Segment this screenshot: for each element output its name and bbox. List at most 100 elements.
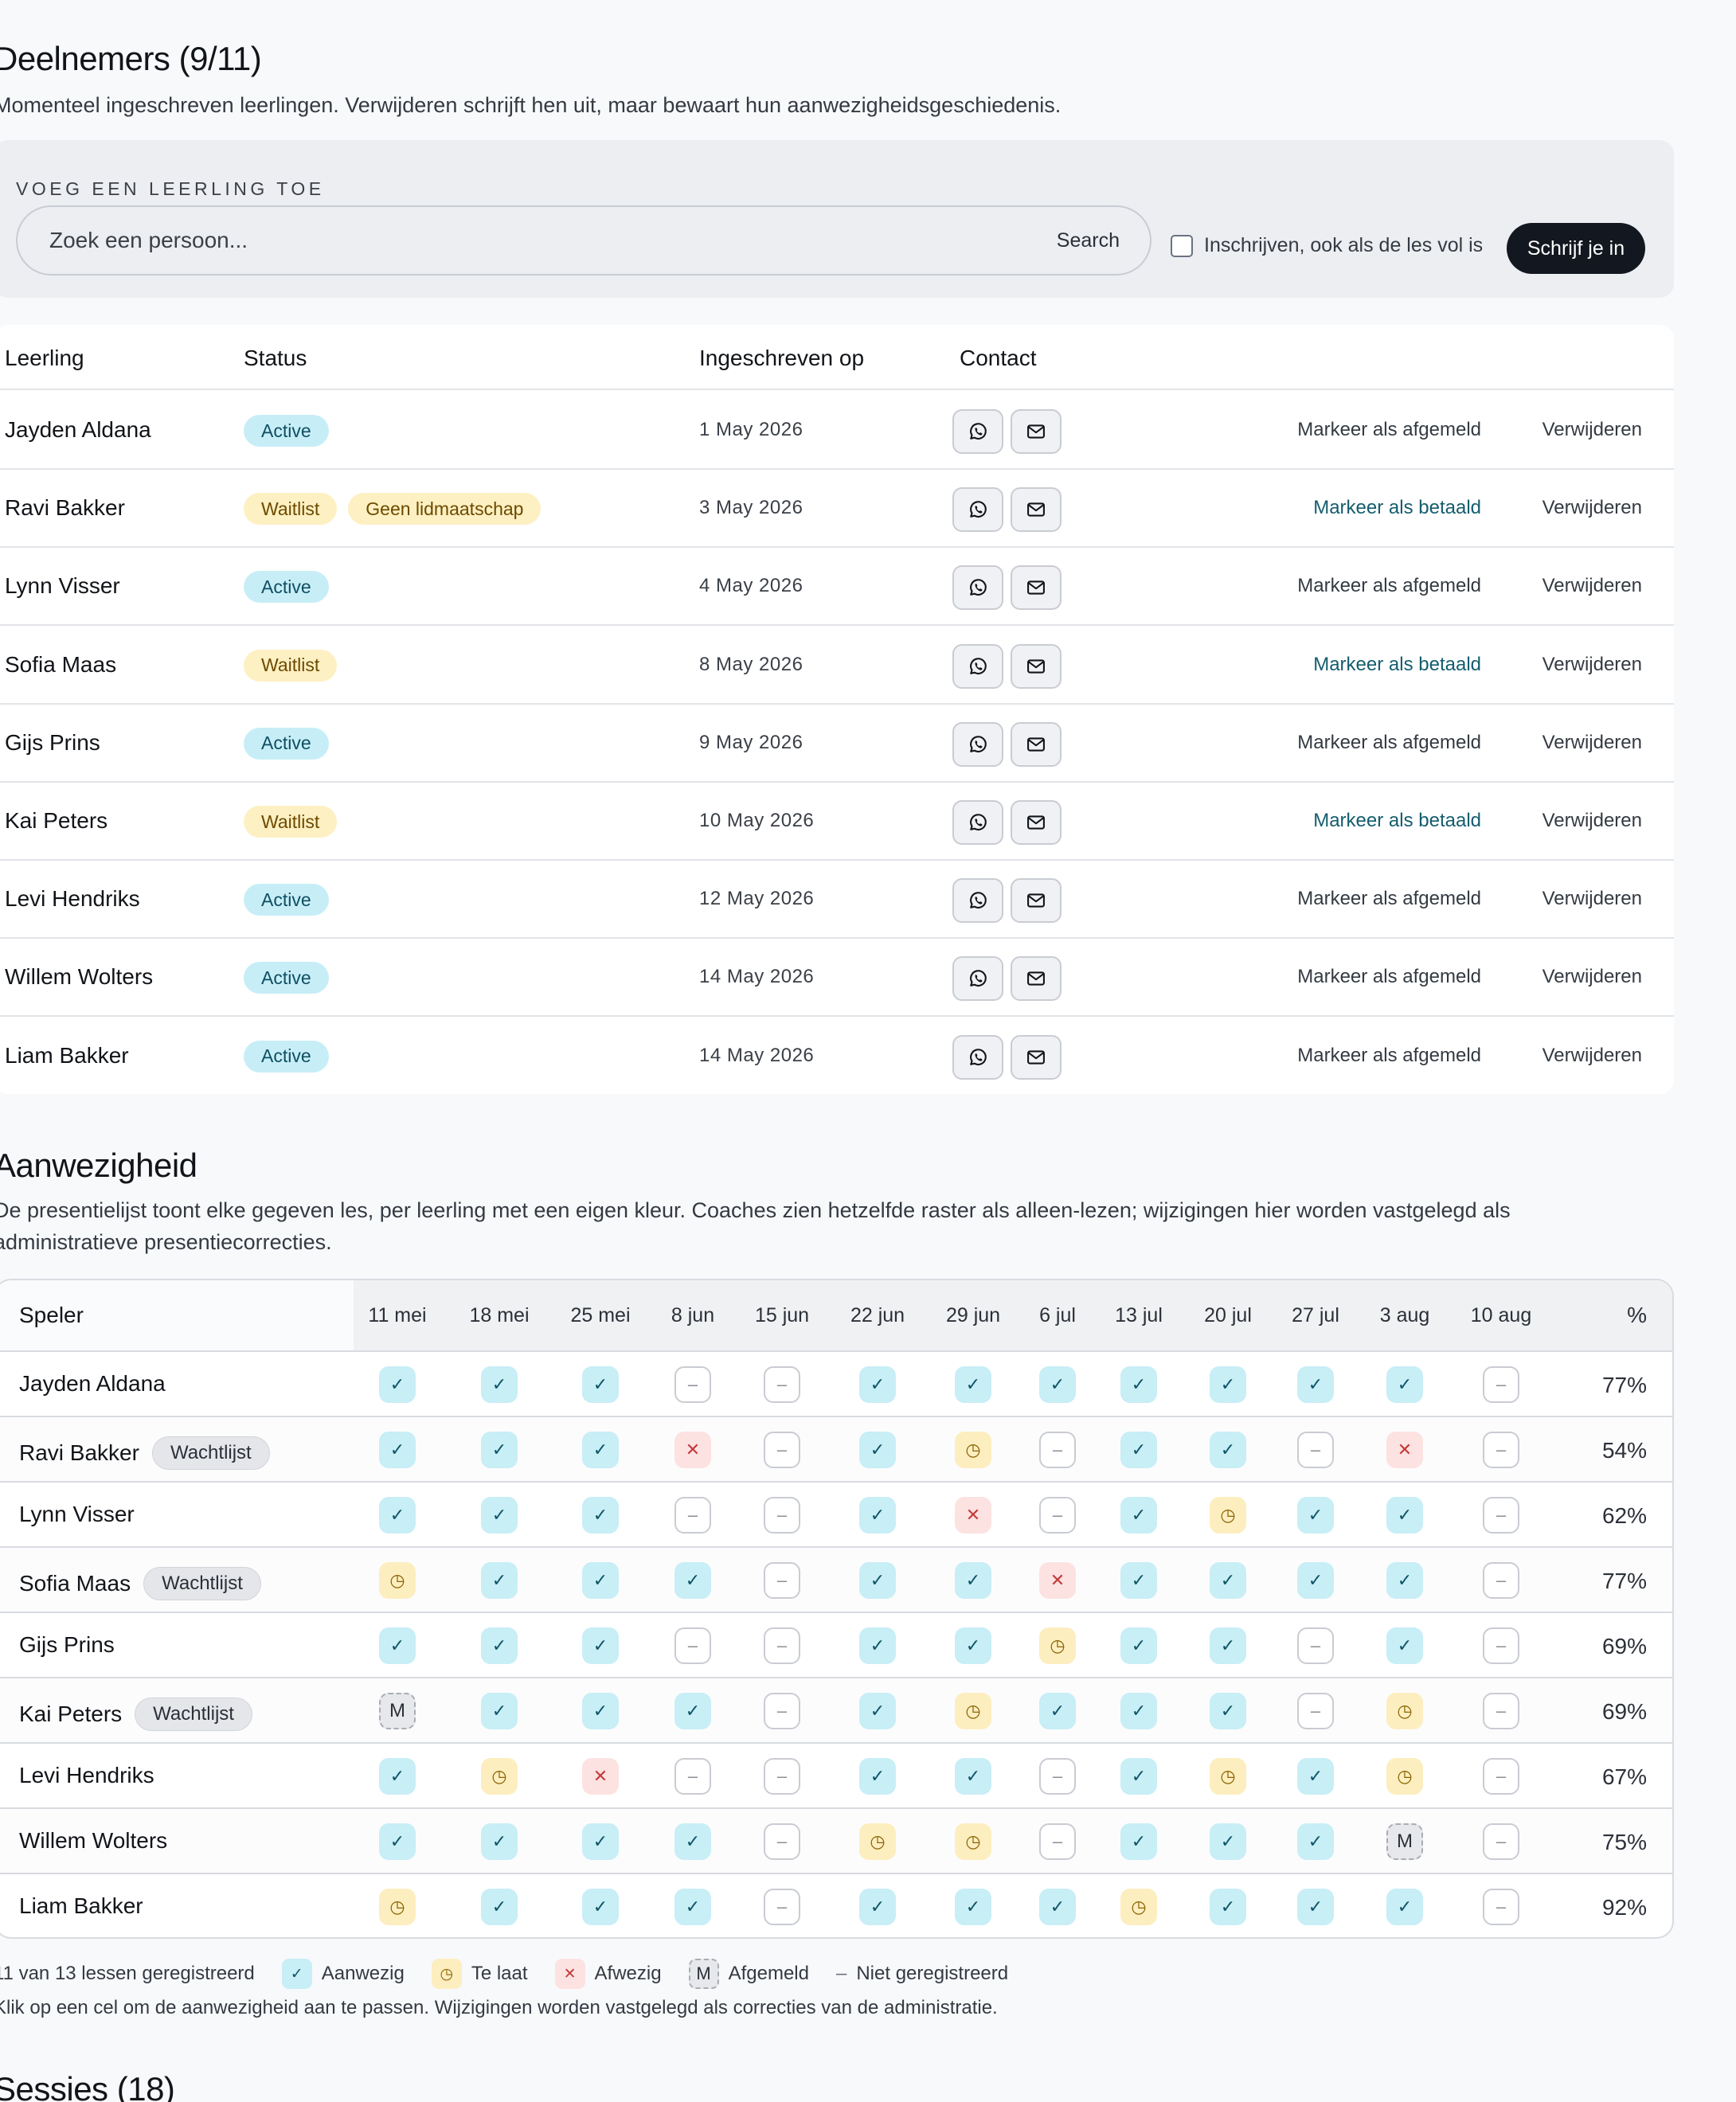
overfill-option[interactable]: Inschrijven, ook als de les vol is	[1171, 234, 1483, 257]
attendance-cell[interactable]: ✓	[1297, 1889, 1334, 1925]
attendance-cell[interactable]: –	[1297, 1432, 1334, 1468]
attendance-cell[interactable]: M	[1386, 1823, 1423, 1860]
attendance-cell[interactable]: –	[1483, 1366, 1519, 1403]
attendance-cell[interactable]: ✓	[859, 1562, 896, 1599]
mark-paid-button[interactable]: Markeer als betaald	[1313, 653, 1481, 675]
attendance-cell[interactable]: ✓	[674, 1889, 711, 1925]
attendance-cell[interactable]: ✓	[481, 1366, 518, 1403]
attendance-cell[interactable]: ✓	[1039, 1366, 1076, 1403]
remove-button[interactable]: Verwijderen	[1542, 810, 1642, 831]
attendance-cell[interactable]: ◷	[1120, 1889, 1157, 1925]
attendance-cell[interactable]: ✓	[1120, 1823, 1157, 1860]
attendance-cell[interactable]: –	[764, 1823, 800, 1860]
attendance-cell[interactable]: ✓	[1210, 1627, 1246, 1664]
attendance-cell[interactable]: –	[1039, 1823, 1076, 1860]
attendance-cell[interactable]: ◷	[955, 1823, 991, 1860]
attendance-cell[interactable]: –	[764, 1627, 800, 1664]
email-button[interactable]	[1011, 487, 1062, 533]
attendance-cell[interactable]: –	[764, 1693, 800, 1729]
attendance-cell[interactable]: ✓	[1120, 1758, 1157, 1795]
mark-cancelled-button[interactable]: Markeer als afgemeld	[1297, 1044, 1481, 1066]
attendance-cell[interactable]: ✓	[674, 1693, 711, 1729]
attendance-cell[interactable]: –	[1483, 1758, 1519, 1795]
attendance-cell[interactable]: ✓	[1039, 1889, 1076, 1925]
attendance-cell[interactable]: –	[764, 1497, 800, 1534]
attendance-cell[interactable]: ✓	[1386, 1562, 1423, 1599]
attendance-cell[interactable]: ◷	[955, 1432, 991, 1468]
attendance-cell[interactable]: ✓	[481, 1627, 518, 1664]
attendance-cell[interactable]: ✓	[859, 1432, 896, 1468]
attendance-cell[interactable]: –	[1483, 1823, 1519, 1860]
overfill-checkbox[interactable]	[1171, 234, 1193, 257]
enroll-button[interactable]: Schrijf je in	[1507, 223, 1645, 274]
attendance-cell[interactable]: ✕	[1039, 1562, 1076, 1599]
mark-paid-button[interactable]: Markeer als betaald	[1313, 497, 1481, 519]
attendance-cell[interactable]: ✓	[1297, 1758, 1334, 1795]
attendance-cell[interactable]: ✓	[379, 1366, 416, 1403]
attendance-cell[interactable]: ◷	[1210, 1497, 1246, 1534]
attendance-cell[interactable]: ✓	[955, 1562, 991, 1599]
attendance-cell[interactable]: ✓	[481, 1562, 518, 1599]
attendance-cell[interactable]: ✓	[859, 1497, 896, 1534]
remove-button[interactable]: Verwijderen	[1542, 888, 1642, 910]
attendance-cell[interactable]: ✓	[1386, 1627, 1423, 1664]
attendance-cell[interactable]: ✓	[1120, 1693, 1157, 1729]
remove-button[interactable]: Verwijderen	[1542, 1044, 1642, 1066]
email-button[interactable]	[1011, 565, 1062, 611]
attendance-cell[interactable]: ✓	[674, 1823, 711, 1860]
attendance-cell[interactable]: –	[674, 1366, 711, 1403]
attendance-cell[interactable]: ◷	[1039, 1627, 1076, 1664]
attendance-cell[interactable]: ✓	[1210, 1889, 1246, 1925]
attendance-cell[interactable]: ✓	[481, 1693, 518, 1729]
attendance-cell[interactable]: ✓	[1297, 1366, 1334, 1403]
mark-cancelled-button[interactable]: Markeer als afgemeld	[1297, 888, 1481, 910]
email-button[interactable]	[1011, 1034, 1062, 1080]
attendance-cell[interactable]: –	[764, 1432, 800, 1468]
attendance-cell[interactable]: ◷	[1386, 1758, 1423, 1795]
whatsapp-button[interactable]	[952, 800, 1003, 845]
attendance-cell[interactable]: –	[1039, 1758, 1076, 1795]
attendance-cell[interactable]: ✓	[955, 1627, 991, 1664]
attendance-cell[interactable]: ✓	[481, 1889, 518, 1925]
attendance-cell[interactable]: –	[1483, 1497, 1519, 1534]
attendance-cell[interactable]: ✓	[582, 1562, 619, 1599]
attendance-cell[interactable]: –	[764, 1889, 800, 1925]
attendance-cell[interactable]: ✓	[1120, 1366, 1157, 1403]
mark-cancelled-button[interactable]: Markeer als afgemeld	[1297, 966, 1481, 988]
remove-button[interactable]: Verwijderen	[1542, 575, 1642, 597]
attendance-cell[interactable]: ✓	[582, 1693, 619, 1729]
attendance-cell[interactable]: ✕	[674, 1432, 711, 1468]
attendance-cell[interactable]: ✓	[379, 1497, 416, 1534]
attendance-cell[interactable]: –	[764, 1758, 800, 1795]
attendance-cell[interactable]: ✓	[379, 1432, 416, 1468]
remove-button[interactable]: Verwijderen	[1542, 497, 1642, 519]
attendance-cell[interactable]: ✓	[1210, 1562, 1246, 1599]
attendance-cell[interactable]: –	[1039, 1497, 1076, 1534]
mark-cancelled-button[interactable]: Markeer als afgemeld	[1297, 419, 1481, 440]
attendance-cell[interactable]: ✓	[379, 1758, 416, 1795]
attendance-cell[interactable]: ✕	[582, 1758, 619, 1795]
attendance-cell[interactable]: ✓	[379, 1627, 416, 1664]
attendance-cell[interactable]: ✓	[1297, 1823, 1334, 1860]
attendance-cell[interactable]: ✓	[1210, 1432, 1246, 1468]
attendance-cell[interactable]: ◷	[955, 1693, 991, 1729]
mark-paid-button[interactable]: Markeer als betaald	[1313, 810, 1481, 831]
attendance-cell[interactable]: –	[1483, 1693, 1519, 1729]
whatsapp-button[interactable]	[952, 956, 1003, 1002]
attendance-cell[interactable]: ✓	[1120, 1432, 1157, 1468]
attendance-cell[interactable]: ✓	[1386, 1497, 1423, 1534]
attendance-cell[interactable]: –	[1483, 1432, 1519, 1468]
attendance-cell[interactable]: –	[1483, 1627, 1519, 1664]
attendance-cell[interactable]: ✕	[1386, 1432, 1423, 1468]
attendance-cell[interactable]: ✓	[859, 1758, 896, 1795]
attendance-cell[interactable]: ✓	[859, 1366, 896, 1403]
remove-button[interactable]: Verwijderen	[1542, 731, 1642, 753]
whatsapp-button[interactable]	[952, 487, 1003, 533]
attendance-cell[interactable]: ✓	[1297, 1562, 1334, 1599]
attendance-cell[interactable]: –	[764, 1366, 800, 1403]
attendance-cell[interactable]: –	[674, 1758, 711, 1795]
attendance-cell[interactable]: ✓	[955, 1366, 991, 1403]
attendance-cell[interactable]: ✓	[481, 1823, 518, 1860]
attendance-cell[interactable]: ✓	[1120, 1497, 1157, 1534]
email-button[interactable]	[1011, 643, 1062, 689]
